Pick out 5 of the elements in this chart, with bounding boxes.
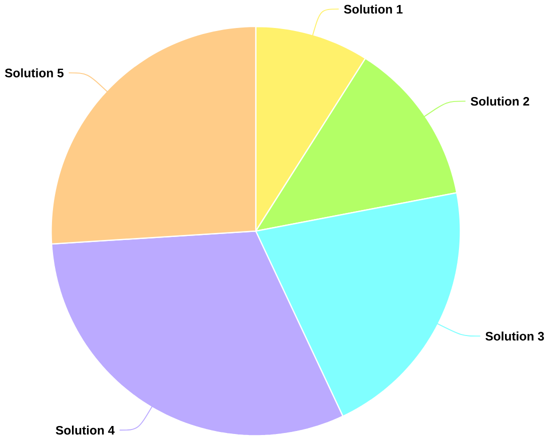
slice-label: Solution 1 xyxy=(344,4,403,14)
slice-label: Solution 4 xyxy=(56,425,115,435)
slice-label: Solution 3 xyxy=(486,331,544,340)
slice-label: Solution 5 xyxy=(4,68,64,78)
slice-label: Solution 2 xyxy=(470,96,530,106)
